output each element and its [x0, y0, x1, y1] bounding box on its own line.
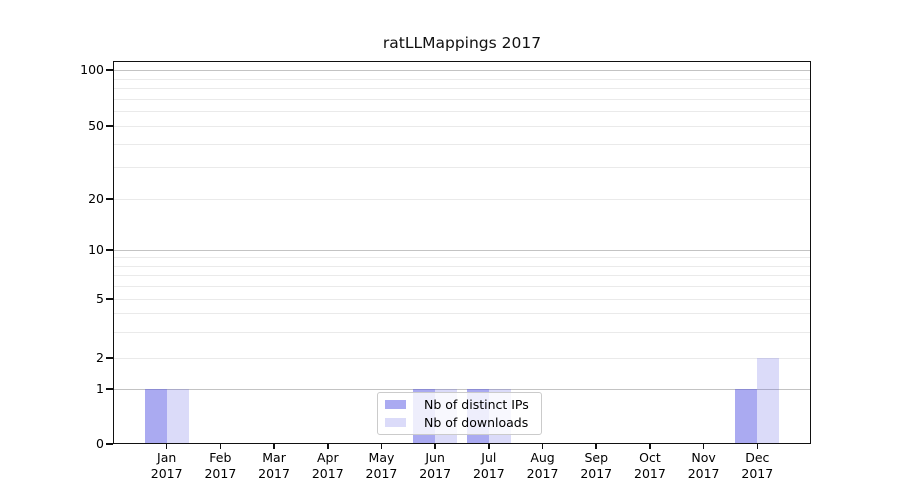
x-tick-year: 2017 [150, 466, 183, 481]
x-tick-label: Feb 2017 [190, 450, 250, 482]
x-tick-month: Oct [639, 450, 661, 465]
x-tick-month: May [368, 450, 395, 465]
y-tick-mark [106, 198, 113, 200]
legend-label-downloads: Nb of downloads [424, 414, 529, 430]
legend-item-downloads: Nb of downloads [384, 414, 535, 432]
major-gridline [113, 389, 811, 390]
x-tick-month: Sep [584, 450, 608, 465]
x-tick-mark [488, 444, 490, 449]
x-tick-mark [756, 444, 759, 449]
y-tick-mark [106, 357, 113, 359]
y-tick-label: 50 [88, 118, 104, 133]
y-tick-label: 2 [96, 350, 104, 365]
x-tick-mark [380, 444, 383, 449]
x-tick-month: Aug [530, 450, 555, 465]
legend-swatch-downloads-icon [385, 417, 406, 427]
y-tick-mark [106, 443, 113, 445]
x-tick-month: Dec [745, 450, 770, 465]
major-gridline [113, 70, 811, 71]
x-tick-mark [434, 444, 436, 449]
y-tick-mark [106, 125, 113, 127]
x-tick-label: Dec 2017 [727, 450, 787, 482]
minor-gridline [113, 313, 811, 315]
x-tick-label: Apr 2017 [298, 450, 358, 482]
x-tick-month: Nov [691, 450, 716, 465]
minor-gridline [113, 286, 811, 288]
y-tick-label: 20 [88, 191, 104, 206]
y-tick-label: 10 [88, 242, 104, 257]
minor-gridline [113, 331, 811, 333]
x-tick-label: Sep 2017 [566, 450, 626, 482]
y-tick-label: 1 [96, 381, 104, 396]
minor-gridline [113, 265, 811, 267]
minor-gridline [113, 88, 811, 90]
x-tick-month: Jul [481, 450, 497, 465]
x-tick-year: 2017 [258, 466, 290, 481]
minor-gridline [113, 143, 811, 145]
x-tick-label: Nov 2017 [674, 450, 734, 482]
x-tick-year: 2017 [365, 466, 398, 481]
minor-gridline [113, 111, 811, 113]
x-tick-label: Jan 2017 [137, 450, 197, 482]
x-tick-year: 2017 [526, 466, 559, 481]
x-tick-year: 2017 [687, 466, 720, 481]
bar-nb-of-downloads [757, 358, 780, 444]
minor-gridline [113, 275, 811, 277]
x-tick-month: Apr [316, 450, 339, 465]
x-tick-mark [649, 444, 651, 449]
minor-gridline [113, 78, 811, 80]
x-tick-mark [702, 444, 705, 449]
minor-gridline [113, 257, 811, 259]
x-tick-label: Oct 2017 [620, 450, 680, 482]
x-tick-year: 2017 [634, 466, 666, 481]
bar-nb-of-downloads [166, 389, 189, 444]
minor-gridline [113, 299, 811, 300]
legend-label-distinct-ips: Nb of distinct IPs [424, 397, 529, 413]
bar-nb-of-distinct-ips [735, 389, 758, 444]
y-tick-label: 0 [96, 436, 104, 451]
y-tick-label: 100 [80, 62, 104, 77]
x-tick-label: Jun 2017 [405, 450, 465, 482]
x-tick-year: 2017 [741, 466, 774, 481]
x-tick-mark [219, 444, 222, 449]
y-tick-mark [106, 298, 113, 300]
x-tick-year: 2017 [580, 466, 613, 481]
legend: Nb of distinct IPs Nb of downloads [377, 392, 542, 435]
x-tick-mark [595, 444, 597, 449]
minor-gridline [113, 126, 811, 127]
x-tick-year: 2017 [419, 466, 452, 481]
x-tick-mark [165, 444, 168, 449]
x-tick-mark [273, 444, 275, 449]
minor-gridline [113, 98, 811, 100]
x-tick-month: Feb [209, 450, 232, 465]
y-tick-label: 5 [96, 291, 104, 306]
legend-item-distinct-ips: Nb of distinct IPs [384, 396, 535, 414]
minor-gridline [113, 166, 811, 168]
major-gridline [113, 250, 811, 251]
x-tick-mark [327, 444, 329, 449]
x-tick-label: Jul 2017 [459, 450, 519, 482]
minor-gridline [113, 199, 811, 200]
x-tick-year: 2017 [204, 466, 237, 481]
y-tick-mark [106, 69, 113, 71]
x-tick-month: Jun [425, 450, 445, 465]
x-tick-label: Aug 2017 [513, 450, 573, 482]
bar-nb-of-distinct-ips [144, 389, 167, 444]
legend-swatch-distinct-ips-icon [385, 400, 406, 410]
x-tick-year: 2017 [472, 466, 505, 481]
x-tick-month: Mar [262, 450, 286, 465]
x-tick-label: May 2017 [351, 450, 411, 482]
plot-area [113, 61, 811, 444]
x-tick-month: Jan [157, 450, 177, 465]
chart-title: ratLLMappings 2017 [382, 34, 542, 52]
minor-gridline [113, 358, 811, 359]
x-tick-mark [541, 444, 544, 449]
y-tick-mark [106, 388, 113, 390]
x-tick-label: Mar 2017 [244, 450, 304, 482]
x-tick-year: 2017 [311, 466, 344, 481]
y-tick-mark [106, 249, 113, 251]
